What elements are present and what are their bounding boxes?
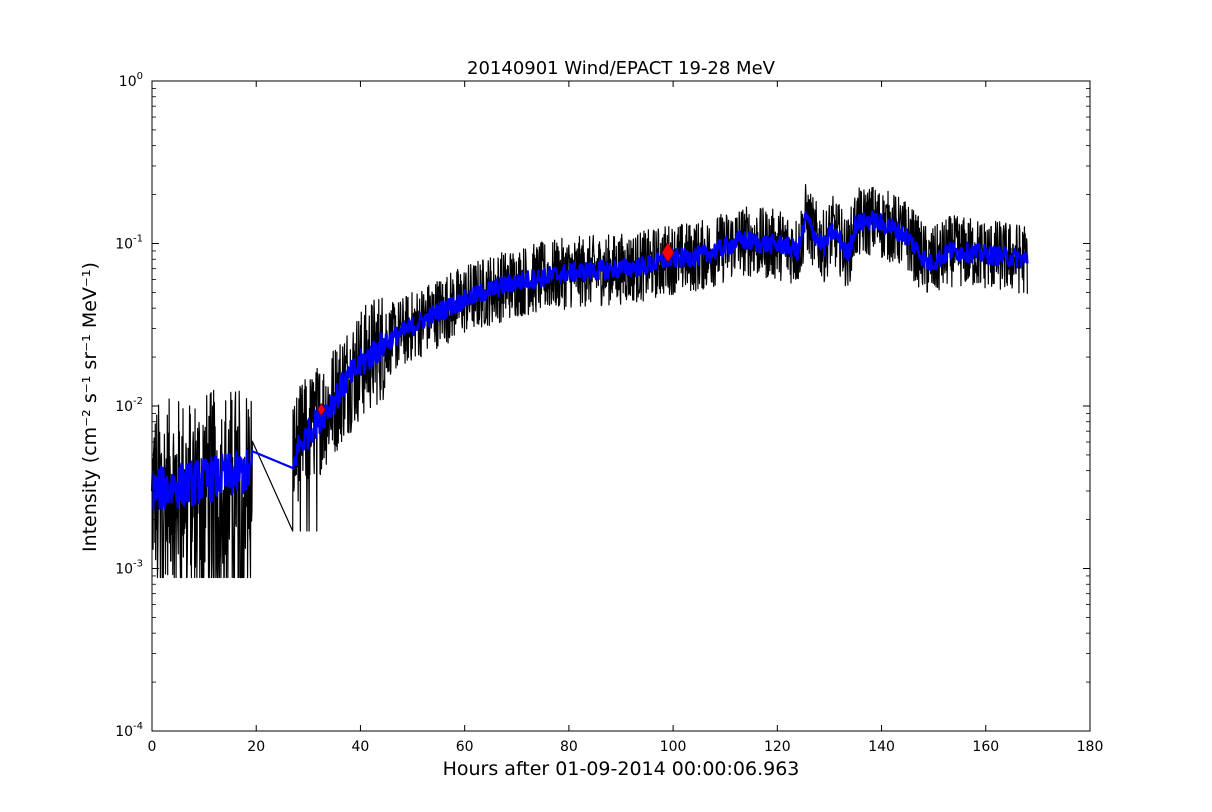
x-tick-label: 100: [660, 739, 687, 755]
y-axis: 10-4 10-3 10-2 10-1 100: [115, 71, 1090, 740]
marker-layer: [317, 242, 675, 417]
y-tick-label: 10-4: [115, 721, 143, 740]
x-tick-label: 80: [560, 739, 578, 755]
event-marker-1: [317, 402, 326, 417]
y-tick-label: 100: [119, 71, 143, 90]
x-tick-label: 120: [764, 739, 791, 755]
x-tick-label: 20: [247, 739, 265, 755]
y-tick-label: 10-2: [115, 396, 143, 415]
x-tick-label: 180: [1077, 739, 1104, 755]
event-marker-2: [661, 242, 675, 263]
x-tick-label: 160: [972, 739, 999, 755]
x-axis: 0 20 40 60 80 100 120 140 160 180: [148, 81, 1104, 755]
y-tick-label: 10-3: [115, 559, 143, 578]
raw-intensity-line: [151, 184, 1028, 579]
x-tick-label: 140: [868, 739, 895, 755]
y-tick-label: 10-1: [115, 234, 143, 253]
series-layer: [150, 184, 1029, 579]
x-tick-label: 40: [352, 739, 370, 755]
x-axis-label: Hours after 01-09-2014 00:00:06.963: [443, 758, 800, 780]
x-tick-label: 60: [456, 739, 474, 755]
chart-title: 20140901 Wind/EPACT 19-28 MeV: [467, 58, 776, 79]
x-tick-label: 0: [148, 739, 157, 755]
smoothed-intensity-line: [150, 210, 1029, 511]
plot-area: [152, 81, 1090, 731]
y-axis-label: Intensity (cm⁻² s⁻¹ sr⁻¹ MeV⁻¹): [79, 262, 101, 552]
